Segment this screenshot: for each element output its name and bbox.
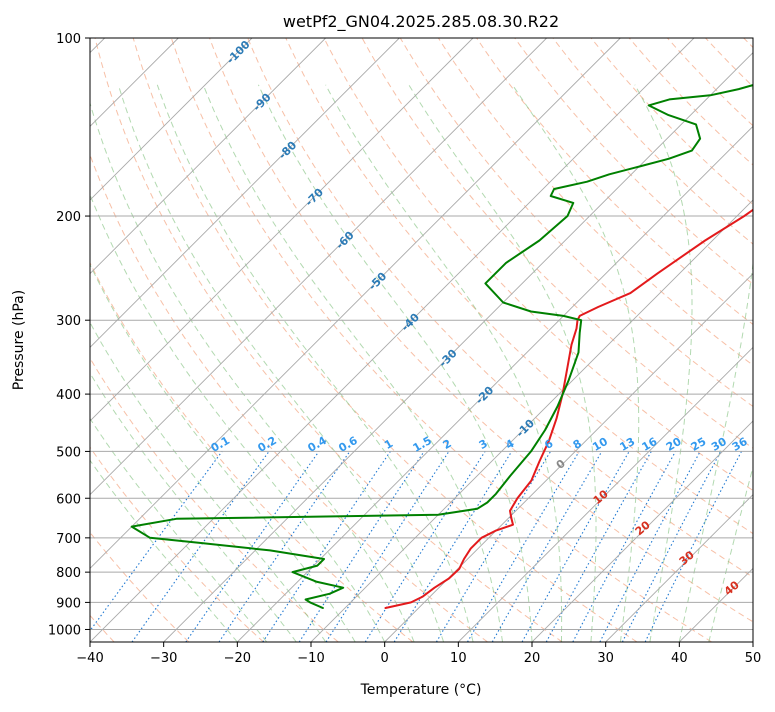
dry-adiabat-line (553, 38, 775, 642)
moist-adiabat-line (203, 85, 502, 642)
y-tick-label: 200 (56, 210, 81, 225)
isotherm-line (679, 38, 775, 642)
x-tick-label: 0 (381, 651, 389, 666)
isotherm-line (311, 38, 775, 642)
isotherm-label: -20 (473, 383, 496, 406)
mixing-ratio-line (263, 451, 391, 642)
dry-adiabat-label: 10 (591, 487, 611, 507)
y-tick-label: 300 (56, 314, 81, 329)
isotherm-line (532, 38, 775, 642)
x-axis-label: Temperature (°C) (360, 682, 482, 698)
x-tick-label: 40 (671, 651, 688, 666)
dry-adiabat-line (0, 38, 189, 642)
dry-adiabat-line (19, 38, 413, 642)
isotherm-label: -100 (224, 38, 253, 67)
isotherm-line (0, 38, 399, 642)
isotherm-label: -60 (333, 228, 356, 251)
dry-adiabat-line (0, 38, 338, 642)
isotherm-label: -40 (399, 310, 422, 333)
x-tick-label: 10 (450, 651, 467, 666)
mixing-ratio-line (365, 451, 485, 642)
dry-adiabat-line (706, 38, 775, 642)
dry-adiabat-line (286, 38, 775, 642)
y-tick-label: 600 (56, 492, 81, 507)
isotherm-label: -30 (436, 346, 459, 369)
y-tick-label: 700 (56, 532, 81, 547)
y-tick-label: 100 (56, 32, 81, 47)
mixing-ratio-line (600, 451, 700, 642)
dry-adiabat-line (0, 38, 264, 642)
dry-adiabat-line (744, 38, 775, 642)
profile-lines (132, 38, 775, 608)
dry-adiabat-line (515, 38, 775, 642)
x-tick-label: 50 (745, 651, 762, 666)
dry-adiabat-line (591, 38, 775, 642)
isotherm-line (164, 38, 768, 642)
x-tick-label: −10 (297, 651, 324, 666)
mixing-ratio-line (299, 451, 424, 642)
moist-adiabat-line (709, 85, 775, 642)
x-tick-label: −30 (150, 651, 177, 666)
dry-adiabat-line (438, 38, 775, 642)
y-tick-label: 800 (56, 566, 81, 581)
dry-adiabat-line (133, 38, 637, 642)
isotherm-line (90, 38, 694, 642)
dry-adiabat-label: 40 (722, 578, 742, 598)
mixing-ratio-line (546, 451, 651, 642)
isotherm-label: -70 (303, 185, 326, 208)
isotherm-label: -80 (276, 138, 299, 161)
plot-frame (90, 38, 753, 642)
x-tick-label: −20 (224, 651, 251, 666)
x-tick-label: −40 (76, 651, 103, 666)
y-tick-label: 900 (56, 596, 81, 611)
y-axis-label: Pressure (hPa) (11, 290, 27, 390)
isotherm-line (458, 38, 775, 642)
mixing-ratio-line (645, 451, 741, 642)
isotherm-line (0, 38, 252, 642)
moist-adiabat-line (0, 85, 237, 642)
chart-title: wetPf2_GN04.2025.285.08.30.R22 (283, 12, 559, 32)
mixing-ratio-line (468, 451, 580, 642)
isotherm-line (16, 38, 620, 642)
background-lines (0, 38, 775, 642)
y-tick-label: 1000 (48, 623, 81, 638)
y-tick-label: 400 (56, 388, 81, 403)
dewpoint-line (132, 38, 775, 608)
moist-adiabat-line (0, 85, 267, 642)
x-tick-label: 20 (524, 651, 541, 666)
moist-adiabat-line (85, 85, 414, 642)
x-tick-label: 30 (597, 651, 614, 666)
mixing-ratio-label: 2 (441, 437, 454, 452)
dry-adiabat-label: 30 (677, 548, 697, 568)
moist-adiabat-line (29, 85, 355, 642)
mixing-ratio-line (522, 451, 629, 642)
mixing-ratio-label: 4 (503, 437, 516, 452)
mixing-ratio-line (326, 451, 449, 642)
moist-adiabat-label: 0 (554, 457, 568, 472)
isotherm-label: -50 (366, 269, 389, 292)
mixing-ratio-line (82, 451, 222, 642)
y-tick-label: 500 (56, 445, 81, 460)
dry-adiabat-label: 20 (633, 518, 653, 538)
mixing-ratio-line (573, 451, 676, 642)
isotherm-line (753, 38, 775, 642)
